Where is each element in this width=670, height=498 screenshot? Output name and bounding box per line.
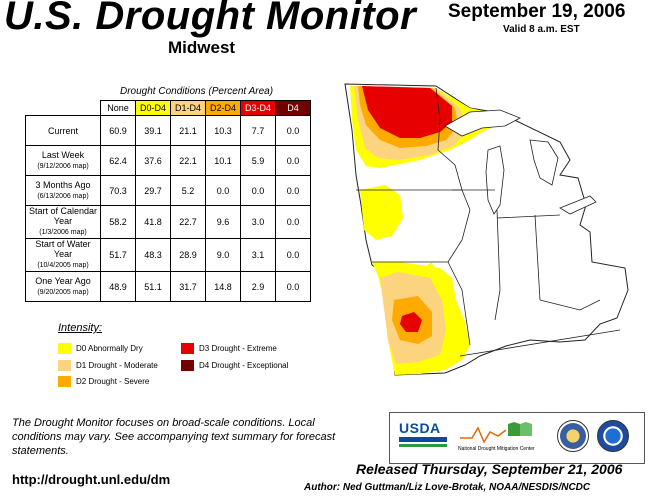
table-row: Start of Calendar Year (1/3/2006 map) 58.… <box>25 205 311 239</box>
table-cell: 0.0 <box>275 115 311 146</box>
table-cell: 10.3 <box>205 115 241 146</box>
noaa-seal-icon <box>597 420 629 452</box>
col-header-d3-d4: D3-D4 <box>240 100 276 116</box>
lake-superior <box>444 109 521 137</box>
legend-swatch <box>58 360 71 371</box>
col-header-d1-d4: D1-D4 <box>170 100 206 116</box>
lake-michigan <box>485 145 505 215</box>
table-cell: 22.1 <box>170 145 206 176</box>
table-cell: 3.1 <box>240 238 276 272</box>
table-cell: 62.4 <box>100 145 136 176</box>
table-title: Drought Conditions (Percent Area) <box>120 86 274 97</box>
table-cell: 2.9 <box>240 271 276 302</box>
table-cell: 48.3 <box>135 238 171 272</box>
map-title: U.S. Drought Monitor <box>4 0 417 38</box>
table-cell: 41.8 <box>135 205 171 239</box>
table-header-row: None D0-D4 D1-D4 D2-D4 D3-D4 D4 <box>26 100 311 116</box>
border-mn-wi <box>435 87 463 191</box>
table-cell: 0.0 <box>275 238 311 272</box>
table-row: 3 Months Ago (6/13/2006 map) 70.3 29.7 5.… <box>25 175 311 206</box>
table-corner <box>26 101 101 116</box>
legend-title: Intensity: <box>58 322 103 334</box>
row-label: Current <box>25 115 101 146</box>
col-header-d0-d4: D0-D4 <box>135 100 171 116</box>
release-date: Released Thursday, September 21, 2006 <box>356 461 623 477</box>
table-cell: 0.0 <box>275 205 311 239</box>
table-cell: 0.0 <box>275 175 311 206</box>
table-cell: 51.1 <box>135 271 171 302</box>
midwest-drought-map <box>344 83 629 376</box>
table-cell: 48.9 <box>100 271 136 302</box>
table-cell: 5.2 <box>170 175 206 206</box>
table-row: Last Week (9/12/2006 map) 62.4 37.6 22.1 … <box>25 145 311 176</box>
d0-area-mn-west <box>360 185 403 240</box>
col-header-d4: D4 <box>275 100 311 116</box>
border-ky-tn <box>459 329 621 357</box>
table-cell: 3.0 <box>240 205 276 239</box>
legend-item-d0: D0 Abnormally Dry <box>58 343 143 354</box>
usda-logo: USDA <box>399 420 447 452</box>
table-cell: 7.7 <box>240 115 276 146</box>
legend-item-d1: D1 Drought - Moderate <box>58 360 158 371</box>
border-mi-in-oh <box>496 214 561 219</box>
legend-swatch <box>58 343 71 354</box>
legend-swatch <box>58 376 71 387</box>
legend-item-d3: D3 Drought - Extreme <box>181 343 277 354</box>
table-cell: 58.2 <box>100 205 136 239</box>
table-cell: 9.6 <box>205 205 241 239</box>
table-cell: 9.0 <box>205 238 241 272</box>
state-borders <box>356 87 621 357</box>
table-cell: 0.0 <box>205 175 241 206</box>
lake-huron <box>529 139 559 186</box>
row-label: 3 Months Ago (6/13/2006 map) <box>25 175 101 206</box>
legend-item-d2: D2 Drought - Severe <box>58 376 149 387</box>
col-header-d2-d4: D2-D4 <box>205 100 241 116</box>
table-cell: 39.1 <box>135 115 171 146</box>
border-mo-il <box>447 261 471 346</box>
col-header-none: None <box>100 100 136 116</box>
border-oh-ky <box>539 299 601 311</box>
d3-area-mo <box>400 312 422 332</box>
ndmc-logo: National Drought Mitigation Center <box>458 420 546 454</box>
row-label: Start of Water Year (10/4/2005 map) <box>25 238 101 272</box>
border-ia-il <box>447 189 471 263</box>
table-cell: 0.0 <box>240 175 276 206</box>
table-cell: 51.7 <box>100 238 136 272</box>
row-label: Start of Calendar Year (1/3/2006 map) <box>25 205 101 239</box>
table-cell: 22.7 <box>170 205 206 239</box>
drought-conditions-table: None D0-D4 D1-D4 D2-D4 D3-D4 D4 Current … <box>25 100 311 302</box>
legend-swatch <box>181 343 194 354</box>
row-label: One Year Ago (9/20/2005 map) <box>25 271 101 302</box>
table-cell: 14.8 <box>205 271 241 302</box>
table-cell: 28.9 <box>170 238 206 272</box>
table-cell: 10.1 <box>205 145 241 176</box>
table-row: Start of Water Year (10/4/2005 map) 51.7 … <box>25 238 311 272</box>
row-label: Last Week (9/12/2006 map) <box>25 145 101 176</box>
legend-swatch <box>181 360 194 371</box>
legend-item-d4: D4 Drought - Exceptional <box>181 360 288 371</box>
table-cell: 60.9 <box>100 115 136 146</box>
disclaimer-note: The Drought Monitor focuses on broad-sca… <box>12 417 336 457</box>
table-cell: 29.7 <box>135 175 171 206</box>
d3-area-mn-arrowhead <box>362 86 452 138</box>
table-cell: 31.7 <box>170 271 206 302</box>
border-il-in <box>494 209 501 321</box>
border-in-oh <box>534 214 541 301</box>
table-cell: 5.9 <box>240 145 276 176</box>
table-cell: 70.3 <box>100 175 136 206</box>
author-credit: Author: Ned Guttman/Liz Love-Brotak, NOA… <box>304 482 591 493</box>
table-row: Current 60.9 39.1 21.1 10.3 7.7 0.0 <box>25 115 311 146</box>
table-cell: 37.6 <box>135 145 171 176</box>
table-cell: 0.0 <box>275 145 311 176</box>
commerce-seal-icon <box>557 420 589 452</box>
website-link[interactable]: http://drought.unl.edu/dm <box>12 472 171 487</box>
table-cell: 21.1 <box>170 115 206 146</box>
ndmc-graph-icon <box>460 422 532 444</box>
region-name: Midwest <box>168 38 236 57</box>
lake-erie <box>559 195 597 215</box>
table-cell: 0.0 <box>275 271 311 302</box>
table-row: One Year Ago (9/20/2005 map) 48.9 51.1 31… <box>25 271 311 302</box>
map-date: September 19, 2006 <box>448 1 626 22</box>
valid-time: Valid 8 a.m. EST <box>503 24 580 35</box>
